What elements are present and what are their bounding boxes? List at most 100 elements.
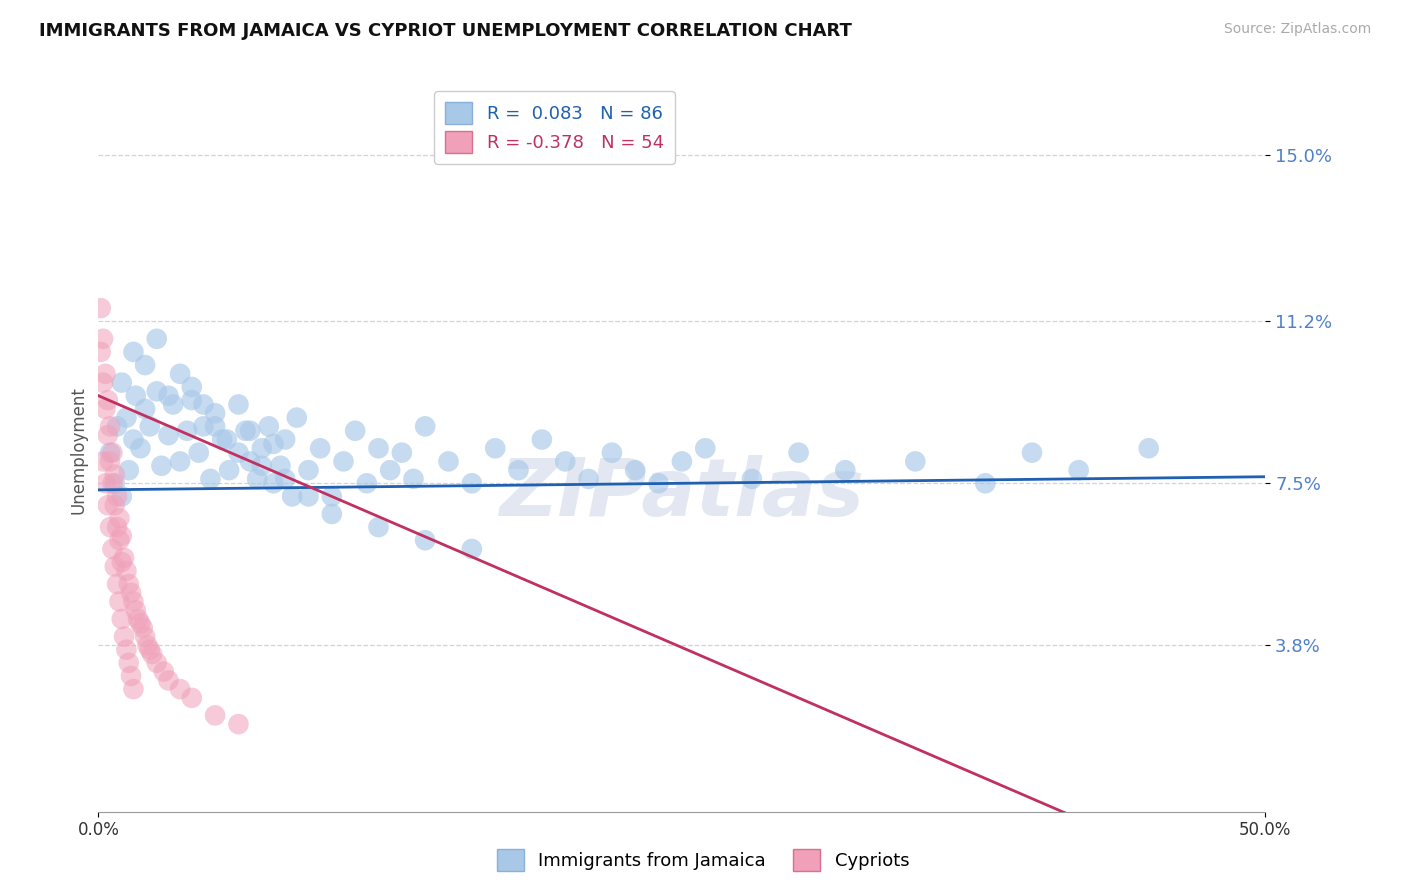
Point <box>120 586 142 600</box>
Point <box>554 454 576 468</box>
Point <box>461 541 484 556</box>
Point <box>834 463 856 477</box>
Point <box>180 690 202 705</box>
Point <box>129 616 152 631</box>
Point <box>139 642 162 657</box>
Point <box>200 472 222 486</box>
Point <box>120 669 142 683</box>
Point <box>94 367 117 381</box>
Point <box>105 419 128 434</box>
Point <box>228 717 250 731</box>
Point <box>974 476 997 491</box>
Point <box>250 442 273 456</box>
Point <box>98 454 121 468</box>
Point <box>250 458 273 473</box>
Point <box>101 476 124 491</box>
Point <box>413 533 436 548</box>
Point <box>321 490 343 504</box>
Point <box>122 682 145 697</box>
Point <box>90 345 112 359</box>
Point <box>297 490 319 504</box>
Point <box>180 393 202 408</box>
Point <box>741 472 763 486</box>
Point <box>624 463 647 477</box>
Point <box>136 638 159 652</box>
Point <box>215 433 238 447</box>
Point <box>169 454 191 468</box>
Point <box>508 463 530 477</box>
Point <box>112 550 135 565</box>
Point <box>193 419 215 434</box>
Point <box>344 424 367 438</box>
Point <box>115 642 138 657</box>
Point <box>152 665 174 679</box>
Text: Source: ZipAtlas.com: Source: ZipAtlas.com <box>1223 22 1371 37</box>
Point <box>239 424 262 438</box>
Point <box>104 498 127 512</box>
Point <box>115 564 138 578</box>
Point <box>134 630 156 644</box>
Point <box>94 401 117 416</box>
Point <box>139 419 162 434</box>
Point <box>101 541 124 556</box>
Point <box>111 612 134 626</box>
Point <box>115 410 138 425</box>
Point <box>118 463 141 477</box>
Point <box>98 520 121 534</box>
Point <box>402 472 425 486</box>
Point <box>101 445 124 459</box>
Point <box>111 490 134 504</box>
Point <box>239 454 262 468</box>
Point <box>187 445 209 459</box>
Point <box>281 490 304 504</box>
Point <box>146 332 169 346</box>
Text: IMMIGRANTS FROM JAMAICA VS CYPRIOT UNEMPLOYMENT CORRELATION CHART: IMMIGRANTS FROM JAMAICA VS CYPRIOT UNEMP… <box>39 22 852 40</box>
Point <box>1137 442 1160 456</box>
Point <box>578 472 600 486</box>
Point <box>105 577 128 591</box>
Point <box>262 476 284 491</box>
Point <box>180 380 202 394</box>
Point <box>97 498 120 512</box>
Point <box>132 621 155 635</box>
Point <box>904 454 927 468</box>
Point <box>97 428 120 442</box>
Point <box>309 442 332 456</box>
Point <box>122 345 145 359</box>
Point <box>162 397 184 411</box>
Point <box>695 442 717 456</box>
Point <box>105 520 128 534</box>
Point <box>228 445 250 459</box>
Point <box>146 656 169 670</box>
Point <box>1021 445 1043 459</box>
Point <box>285 410 308 425</box>
Point <box>391 445 413 459</box>
Point <box>146 384 169 399</box>
Point <box>787 445 810 459</box>
Point <box>246 472 269 486</box>
Point <box>169 682 191 697</box>
Point <box>204 406 226 420</box>
Point <box>530 433 553 447</box>
Point <box>90 301 112 315</box>
Point <box>257 419 280 434</box>
Point <box>118 656 141 670</box>
Point <box>297 463 319 477</box>
Point <box>204 419 226 434</box>
Text: ZIPatlas: ZIPatlas <box>499 455 865 533</box>
Point <box>122 433 145 447</box>
Point <box>176 424 198 438</box>
Point <box>274 472 297 486</box>
Point <box>157 389 180 403</box>
Point <box>111 376 134 390</box>
Point <box>269 458 291 473</box>
Y-axis label: Unemployment: Unemployment <box>69 386 87 515</box>
Point <box>134 358 156 372</box>
Point <box>204 708 226 723</box>
Point <box>413 419 436 434</box>
Point <box>671 454 693 468</box>
Point <box>105 490 128 504</box>
Point <box>484 442 506 456</box>
Point <box>125 389 148 403</box>
Point <box>108 533 131 548</box>
